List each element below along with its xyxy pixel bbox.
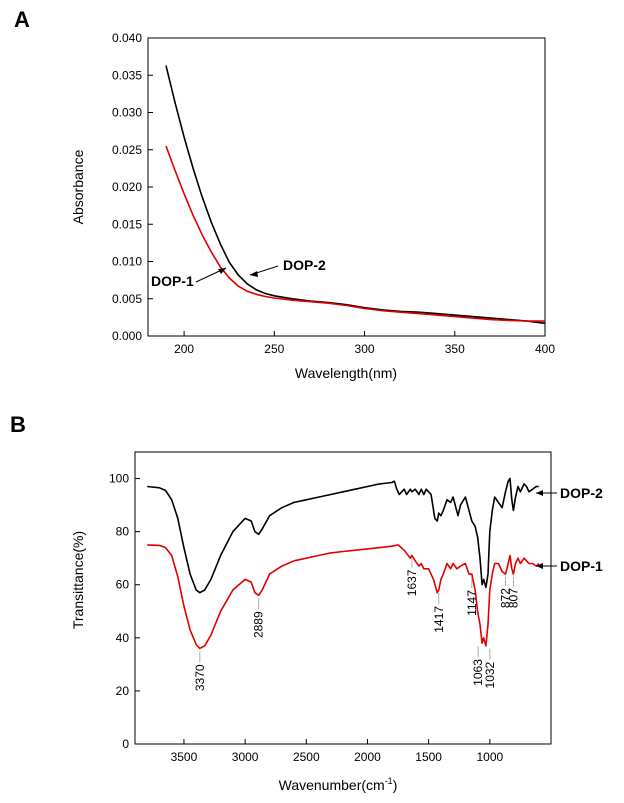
panel-a-y-ticks: 0.000 0.005 0.010 0.015 0.020 0.025 0.030 0.035… <box>112 31 153 343</box>
panel-b-series-dop-2 <box>147 477 539 594</box>
panel-b-label: B <box>10 412 26 437</box>
panel-a-y-tick-label: 0.015 <box>112 217 142 231</box>
panel-a-y-tick-label: 0.020 <box>112 180 142 194</box>
panel-b-x-tick-label: 3500 <box>171 750 198 764</box>
panel-a-label-dop-1: DOP-1 <box>151 273 194 289</box>
panel-b-arrowhead-dop-2 <box>536 490 543 496</box>
panel-b-peak-label: 1032 <box>483 661 497 688</box>
panel-b-y-ticks: 0 20 40 60 80 100 <box>109 472 140 751</box>
panel-b-x-tick-label: 1000 <box>476 750 503 764</box>
panel-b-peak-label: 807 <box>506 588 520 608</box>
panel-a-x-tick-label: 400 <box>535 342 555 356</box>
panel-b-series <box>147 477 540 650</box>
panel-a-x-ticks: 200 250 300 350 400 <box>174 331 555 356</box>
panel-b-peak-label: 1417 <box>432 606 446 633</box>
panel-a-label-dop-2: DOP-2 <box>283 257 326 273</box>
panel-b-y-tick-label: 80 <box>116 525 130 539</box>
panel-a-label: A <box>14 7 30 32</box>
panel-a-x-tick-label: 300 <box>355 342 375 356</box>
panel-a-series-dop-1 <box>165 145 545 322</box>
panel-b-x-tick-label: 1500 <box>415 750 442 764</box>
panel-b-y-tick-label: 100 <box>109 472 129 486</box>
panel-a-x-tick-label: 250 <box>264 342 284 356</box>
panel-a-x-axis-label: Wavelength(nm) <box>295 365 397 381</box>
panel-b-label-dop-2: DOP-2 <box>560 485 603 501</box>
panel-b-x-tick-label: 2000 <box>354 750 381 764</box>
panel-b-series-dop-1 <box>147 544 540 650</box>
panel-b-x-tick-label: 2500 <box>293 750 320 764</box>
panel-a-series-dop-2 <box>165 65 546 325</box>
panel-b-y-axis-label: Transittance(%) <box>70 531 86 629</box>
panel-b-x-axis-label-tail: ) <box>393 777 398 793</box>
panel-b-chart: B 3500 3000 2500 2000 1500 1000 020406080100 … <box>10 412 603 793</box>
panel-a-y-tick-label: 0.005 <box>112 292 142 306</box>
panel-b-y-tick-label: 40 <box>116 631 130 645</box>
panel-a-series <box>165 65 546 325</box>
panel-b-plot-frame <box>134 451 552 745</box>
panel-a-x-tick-label: 350 <box>445 342 465 356</box>
panel-b-peak-label: 872 <box>498 588 512 608</box>
panel-b-peak-label: 1637 <box>405 569 419 596</box>
panel-b-x-axis-label: Wavenumber(cm-1) <box>279 776 398 793</box>
panel-b-peak-label: 2889 <box>252 611 266 638</box>
panel-b-y-tick-label: 60 <box>116 578 130 592</box>
panel-a-y-tick-label: 0.035 <box>112 68 142 82</box>
panel-b-y-tick-label: 0 <box>122 737 129 751</box>
panel-a-y-axis-label: Absorbance <box>70 149 86 224</box>
panel-a-y-tick-label: 0.010 <box>112 255 142 269</box>
panel-a-arrowhead-dop-1 <box>218 268 226 274</box>
panel-b-x-ticks: 3500 3000 2500 2000 1500 1000 <box>171 739 503 764</box>
panel-b-x-axis-label-sup: -1 <box>385 776 393 786</box>
panel-b-label-dop-1: DOP-1 <box>560 558 603 574</box>
panel-b-arrowhead-dop-1 <box>536 563 543 569</box>
panel-a-y-tick-label: 0.025 <box>112 143 142 157</box>
panel-b-x-axis-label-main: Wavenumber(cm <box>279 777 385 793</box>
panel-b-y-tick-label: 20 <box>116 684 130 698</box>
panel-a-y-tick-label: 0.030 <box>112 106 142 120</box>
panel-b-peak-label: 1063 <box>471 659 485 686</box>
panel-b-peak-label: 1147 <box>465 590 479 616</box>
panel-b-peak-label: 3370 <box>193 664 207 691</box>
panel-a-y-tick-label: 0.040 <box>112 31 142 45</box>
panel-b-x-tick-label: 3000 <box>232 750 259 764</box>
panel-a-x-tick-label: 200 <box>174 342 194 356</box>
panel-a-plot-frame <box>147 37 546 337</box>
panel-a-chart: A 200 250 300 350 400 0.0000.0050.0100.0150.… <box>14 7 555 381</box>
panel-a-arrowhead-dop-2 <box>250 271 258 277</box>
panel-a-y-tick-label: 0.000 <box>112 329 142 343</box>
